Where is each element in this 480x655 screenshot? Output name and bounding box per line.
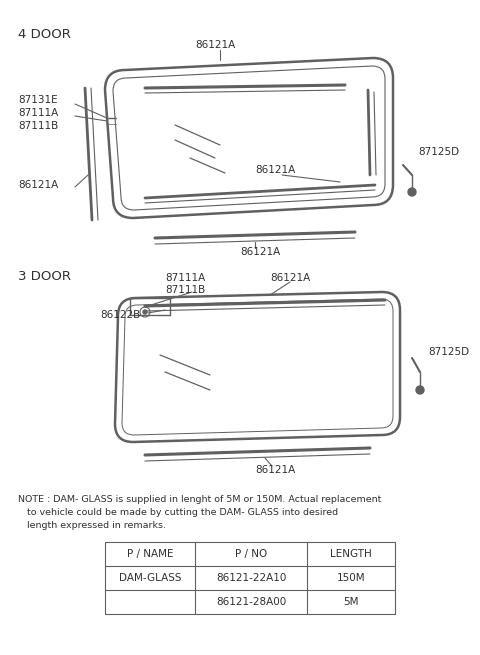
Text: 86121-22A10: 86121-22A10 — [216, 573, 286, 583]
Circle shape — [408, 188, 416, 196]
Text: 87125D: 87125D — [418, 147, 459, 157]
Text: 86121A: 86121A — [195, 40, 235, 50]
Text: 86121A: 86121A — [255, 165, 295, 175]
Text: P / NO: P / NO — [235, 549, 267, 559]
Text: to vehicle could be made by cutting the DAM- GLASS into desired: to vehicle could be made by cutting the … — [18, 508, 338, 517]
Text: 150M: 150M — [336, 573, 365, 583]
Text: 87111B: 87111B — [18, 121, 58, 131]
Text: 86121A: 86121A — [240, 247, 280, 257]
Text: LENGTH: LENGTH — [330, 549, 372, 559]
Text: NOTE : DAM- GLASS is supplied in lenght of 5M or 150M. Actual replacement: NOTE : DAM- GLASS is supplied in lenght … — [18, 495, 382, 504]
Text: 87111A: 87111A — [165, 273, 205, 283]
Circle shape — [416, 386, 424, 394]
Text: 86121A: 86121A — [18, 180, 58, 190]
Text: 87131E: 87131E — [18, 95, 58, 105]
Text: P / NAME: P / NAME — [127, 549, 173, 559]
Text: 3 DOOR: 3 DOOR — [18, 270, 71, 283]
Text: 87111B: 87111B — [165, 285, 205, 295]
Text: 86121-28A00: 86121-28A00 — [216, 597, 286, 607]
Text: 5M: 5M — [343, 597, 359, 607]
Text: DAM-GLASS: DAM-GLASS — [119, 573, 181, 583]
Text: 86121A: 86121A — [270, 273, 310, 283]
Text: 4 DOOR: 4 DOOR — [18, 28, 71, 41]
Text: 87125D: 87125D — [428, 347, 469, 357]
Text: 86122B: 86122B — [100, 310, 140, 320]
Text: length expressed in remarks.: length expressed in remarks. — [18, 521, 166, 530]
Circle shape — [143, 310, 147, 314]
Text: 86121A: 86121A — [255, 465, 295, 475]
Text: 87111A: 87111A — [18, 108, 58, 118]
